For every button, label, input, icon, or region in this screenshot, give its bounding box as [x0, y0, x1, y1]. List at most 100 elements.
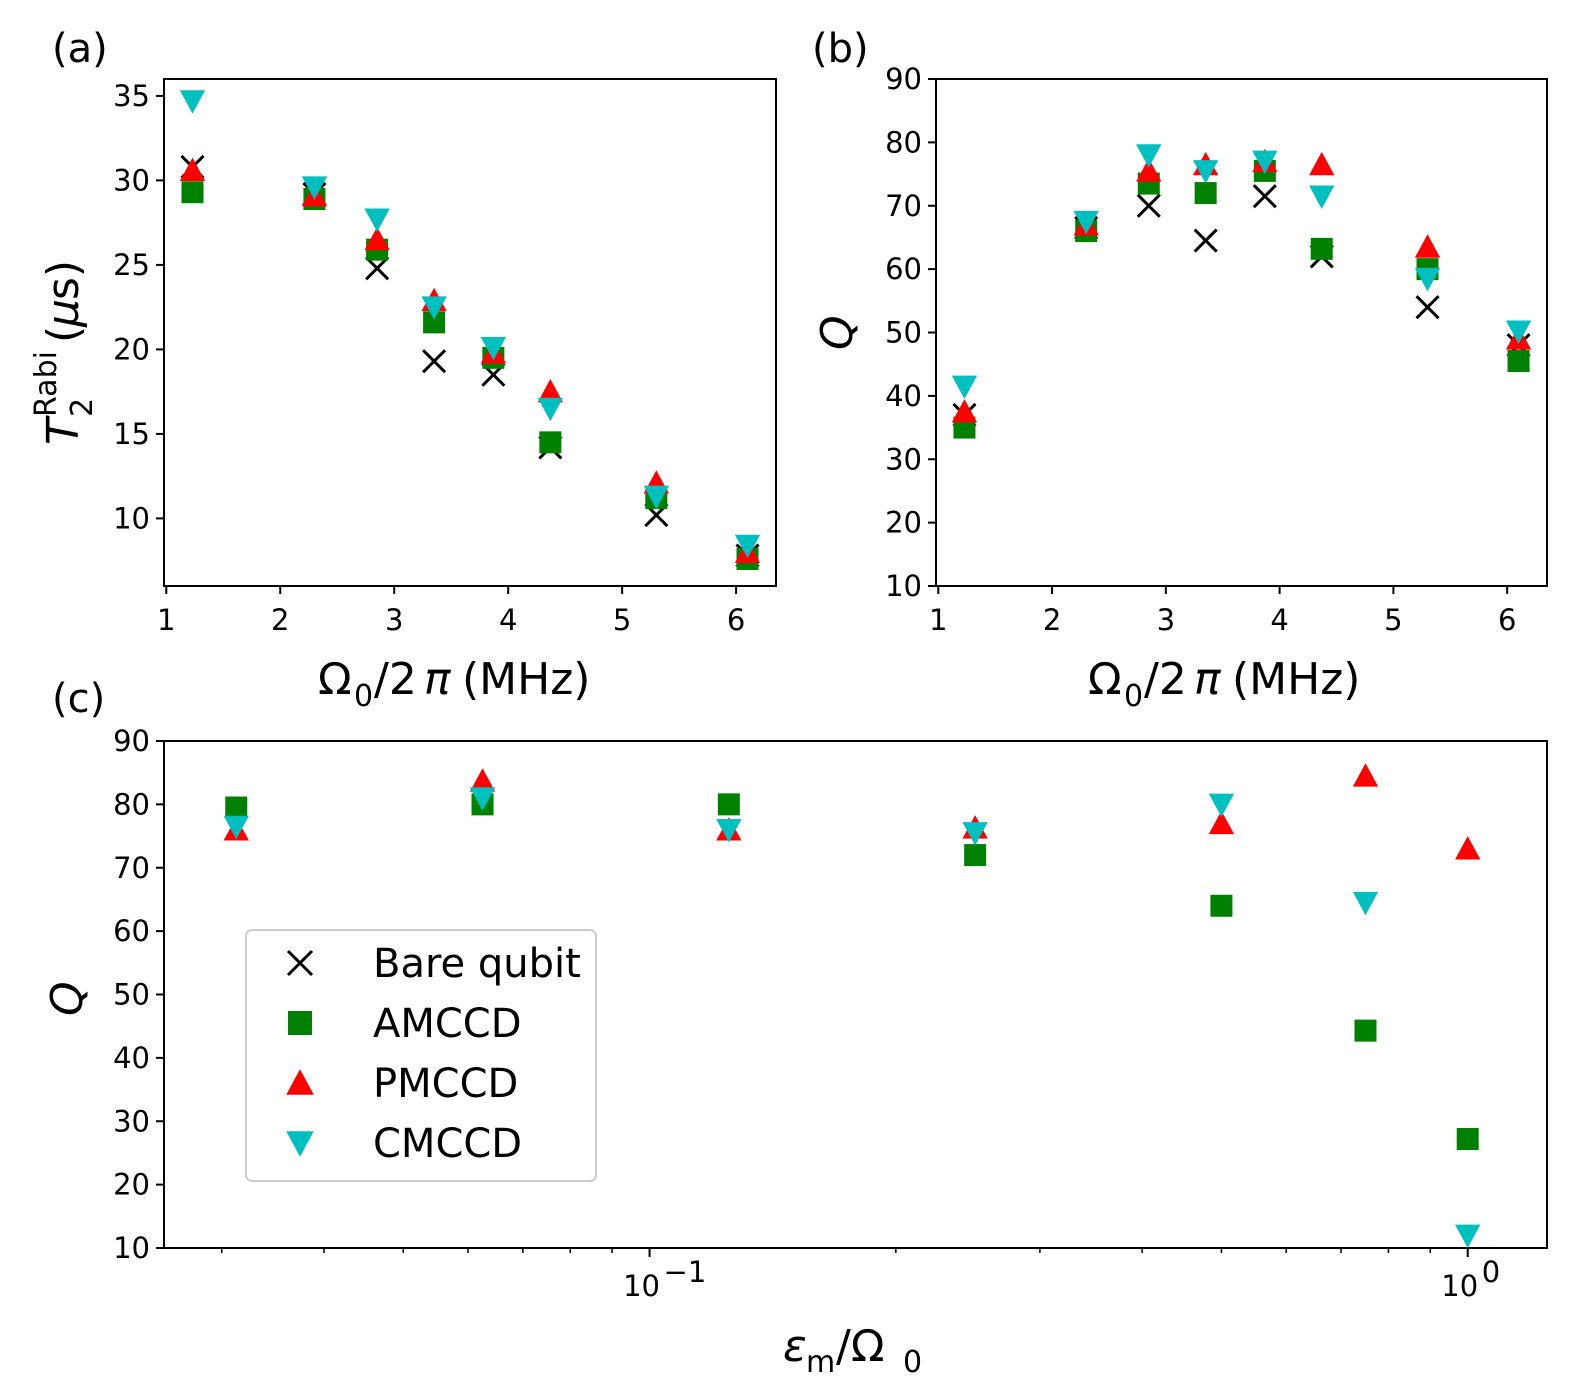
x-tick-label: 10: [1441, 1269, 1478, 1303]
svg-text:Ω: Ω: [318, 654, 352, 705]
point-cmccd: [1136, 144, 1162, 168]
y-tick-label: 20: [113, 332, 150, 366]
y-tick-label: 15: [113, 417, 150, 451]
point-cmccd: [1309, 185, 1335, 209]
point-pmccd: [1208, 810, 1235, 835]
point-amccd: [225, 796, 248, 819]
point-amccd: [1194, 182, 1217, 205]
svg-text:(MHz): (MHz): [1232, 654, 1360, 705]
point-bare: [1252, 184, 1277, 209]
y-tick-label: 20: [885, 506, 922, 540]
y-tick-label: 25: [113, 248, 150, 282]
point-cmccd: [301, 176, 328, 200]
point-amccd: [1354, 1019, 1377, 1042]
y-tick-label: 35: [113, 79, 150, 113]
x-tick-label: 5: [1384, 603, 1402, 637]
legend-label-cmccd: CMCCD: [373, 1121, 522, 1167]
point-amccd: [964, 844, 987, 867]
svg-text:μ: μ: [38, 299, 89, 328]
y-tick-label: 80: [885, 125, 922, 159]
point-amccd: [539, 431, 562, 454]
point-cmccd: [1505, 320, 1532, 344]
point-cmccd: [469, 787, 496, 811]
panel-b-plot: 10 20 30 40 50 60 70 80 90 1 2 3 4 5 6 Q Ω 0 /2 π (MHz…: [812, 62, 1548, 714]
y-tick-label: 80: [113, 787, 150, 821]
point-cmccd: [480, 336, 507, 361]
point-cmccd: [1352, 891, 1379, 916]
svg-text:π: π: [424, 654, 452, 705]
x-tick-label: 2: [1043, 603, 1061, 637]
panel-label-b: (b): [812, 26, 869, 72]
x-tick-label: 1: [929, 603, 947, 637]
point-pmccd: [537, 379, 563, 403]
point-bare: [1193, 228, 1218, 253]
y-tick-label: 90: [885, 62, 922, 96]
legend-marker-cmccd: [286, 1131, 314, 1157]
point-pmccd: [364, 226, 390, 251]
panel-a-xlabel: Ω 0 /2 π (MHz): [318, 654, 590, 714]
legend: Bare qubit AMCCD PMCCD CMCCD: [245, 929, 597, 1182]
point-amccd: [423, 311, 446, 334]
y-tick-label: 40: [113, 1041, 150, 1075]
point-amccd: [1210, 894, 1233, 917]
point-pmccd: [1352, 763, 1379, 787]
point-pmccd: [1455, 836, 1481, 860]
panel-a-ylabel: T 2 Rabi ( μ s): [29, 260, 100, 445]
legend-marker-bare: [286, 949, 314, 977]
svg-text:0: 0: [1124, 679, 1143, 714]
y-tick-label: 70: [885, 189, 922, 223]
svg-text:(: (: [38, 326, 89, 343]
y-tick-label: 60: [885, 252, 922, 286]
x-tick-label: 2: [271, 603, 289, 637]
x-tick-label: 1: [157, 603, 175, 637]
svg-text:T: T: [38, 415, 89, 445]
x-tick-label-exponent: −1: [664, 1255, 707, 1289]
y-tick-label: 90: [113, 724, 150, 758]
y-tick-label: 40: [885, 379, 922, 413]
svg-text:/Ω: /Ω: [836, 1321, 884, 1372]
panel-label-a: (a): [52, 26, 108, 72]
svg-text:2: 2: [65, 398, 100, 417]
legend-marker-amccd: [288, 1011, 312, 1035]
panel-c-xlabel: ε m /Ω 0: [783, 1321, 922, 1380]
point-cmccd: [962, 822, 988, 846]
point-bare: [422, 349, 447, 374]
svg-text:(MHz): (MHz): [462, 654, 590, 705]
point-cmccd: [1414, 267, 1441, 292]
x-tick-label: 5: [613, 603, 631, 637]
point-pmccd: [469, 768, 496, 792]
point-cmccd: [1193, 160, 1219, 184]
x-tick-label-exponent: 0: [1482, 1255, 1500, 1289]
point-cmccd: [421, 296, 447, 320]
point-pmccd: [951, 399, 978, 423]
point-cmccd: [364, 208, 390, 232]
point-cmccd: [1073, 210, 1099, 235]
point-bare: [1136, 193, 1161, 218]
legend-label-pmccd: PMCCD: [373, 1061, 518, 1107]
x-tick-label: 6: [727, 603, 745, 637]
point-cmccd: [643, 485, 669, 510]
panel-b-frame: [935, 78, 1548, 587]
y-tick-label: 30: [113, 1104, 150, 1138]
y-tick-label: 10: [113, 501, 150, 535]
x-tick-label: 6: [1498, 603, 1516, 637]
point-amccd: [181, 181, 204, 204]
point-bare: [1415, 295, 1440, 320]
point-cmccd: [179, 90, 206, 114]
panel-b-ylabel: Q: [812, 315, 863, 350]
panel-a-frame: [163, 78, 777, 587]
y-tick-label: 30: [885, 442, 922, 476]
svg-text:/2: /2: [374, 654, 417, 705]
x-tick-label: 3: [385, 603, 403, 637]
point-amccd: [1507, 350, 1530, 373]
y-tick-label: 50: [885, 316, 922, 350]
x-tick-label: 4: [1270, 603, 1288, 637]
point-cmccd: [1208, 793, 1235, 818]
y-tick-label: 50: [113, 978, 150, 1012]
point-cmccd: [716, 818, 742, 843]
panel-b-xlabel: Ω 0 /2 π (MHz): [1088, 654, 1360, 714]
y-tick-label: 20: [113, 1168, 150, 1202]
